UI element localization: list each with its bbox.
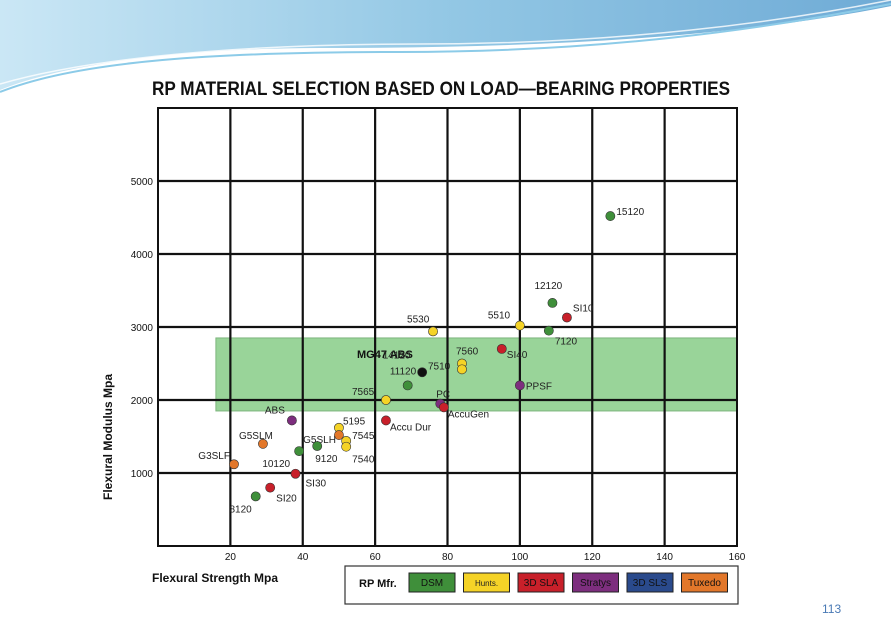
x-tick-label: 160 xyxy=(729,552,746,563)
data-label: 7560 xyxy=(456,347,479,358)
data-point-5510 xyxy=(514,320,525,331)
data-label: 7565 xyxy=(352,387,375,398)
y-tick-label: 3000 xyxy=(131,323,154,334)
x-tick-label: 80 xyxy=(442,552,454,563)
data-point-14120 xyxy=(402,380,413,391)
data-point-7540 xyxy=(341,441,352,452)
data-point-si40 xyxy=(496,343,507,354)
data-label: AccuGen xyxy=(448,409,489,420)
data-label: 15120 xyxy=(616,207,644,218)
data-label: PPSF xyxy=(526,381,552,392)
x-tick-label: 140 xyxy=(656,552,673,563)
legend-entry-label: 3D SLS xyxy=(633,578,668,589)
highlight-zone-label: MG47 ABS xyxy=(357,349,413,361)
data-point-10120 xyxy=(294,446,305,456)
data-point-7120 xyxy=(543,325,554,336)
legend-entry-label: DSM xyxy=(421,578,443,589)
data-point-accugen xyxy=(438,402,449,413)
data-label: 10120 xyxy=(262,459,290,470)
data-label: 11120 xyxy=(390,366,417,377)
data-point-g5slh xyxy=(334,430,344,440)
legend-entry-label: Hunts. xyxy=(475,579,498,588)
data-point-si20 xyxy=(265,482,276,493)
data-point-7565 xyxy=(381,395,391,405)
x-tick-label: 40 xyxy=(297,552,309,563)
data-point-g3slf xyxy=(229,459,239,470)
plot-area: 20 40 60 80 100 120 140 160 1000 2000 3000 4000 5000… xyxy=(101,107,746,585)
chart-background xyxy=(142,66,742,606)
data-label: 8120 xyxy=(229,504,252,515)
data-point-si10 xyxy=(562,312,572,323)
y-tick-label: 1000 xyxy=(131,469,154,480)
swoosh-line-1 xyxy=(0,3,891,93)
data-label: G3SLF xyxy=(198,451,230,462)
legend-title: RP Mfr. xyxy=(359,578,397,590)
data-label: 5510 xyxy=(488,311,511,322)
x-tick-label: 120 xyxy=(584,552,601,563)
legend-swatch-3 xyxy=(572,572,619,593)
swoosh-line-2 xyxy=(0,0,891,85)
legend-swatch-4 xyxy=(626,572,674,593)
data-label: ABS xyxy=(265,405,285,416)
data-label: G5SLM xyxy=(239,431,273,442)
x-tick-label: 60 xyxy=(370,552,382,563)
data-point-15120 xyxy=(605,211,616,221)
chart-title: RP MATERIAL SELECTION BASED ON LOAD—BEAR… xyxy=(152,79,730,100)
data-label: 12120 xyxy=(534,281,562,292)
data-label: 7545 xyxy=(352,431,375,442)
legend-entry-label: Stratys xyxy=(580,578,611,589)
slide-header-swoosh xyxy=(0,0,891,93)
legend-swatch-5 xyxy=(681,572,728,593)
data-point-9120 xyxy=(312,441,323,451)
x-tick-label: 20 xyxy=(225,552,237,563)
data-label: 7120 xyxy=(555,337,578,348)
legend-swatch-1 xyxy=(463,572,510,593)
data-label: 9120 xyxy=(315,454,338,465)
data-label: G5SLH xyxy=(303,435,336,446)
y-tick-label: 2000 xyxy=(131,396,154,407)
y-tick-label: 4000 xyxy=(131,250,154,261)
y-axis-label: Flexural Modulus Mpa xyxy=(101,374,115,500)
data-point-g5slm xyxy=(258,438,268,449)
data-label: 5195 xyxy=(343,417,366,428)
x-tick-label: 100 xyxy=(512,552,529,563)
plot-frame xyxy=(157,107,738,547)
data-point-accu-dur xyxy=(381,415,391,426)
swoosh-band xyxy=(0,0,891,90)
y-tick-label: 5000 xyxy=(131,177,154,188)
data-point-ppsf xyxy=(514,380,525,391)
data-point-abs xyxy=(286,415,297,426)
data-label: Accu Dur xyxy=(390,422,432,433)
legend-entry-label: Tuxedo xyxy=(688,578,721,589)
data-point-7510 xyxy=(457,364,467,375)
data-label: 7540 xyxy=(352,455,375,466)
data-label: PC xyxy=(436,390,450,401)
legend-swatch-0 xyxy=(408,572,456,593)
data-label: SI30 xyxy=(306,479,327,490)
data-label: 5530 xyxy=(407,314,430,325)
data-label: 7510 xyxy=(428,361,451,372)
legend-entry-label: 3D SLA xyxy=(524,578,559,589)
data-point-8120 xyxy=(250,491,261,502)
slide-number: 113 xyxy=(822,602,842,616)
data-point-5530 xyxy=(428,326,438,337)
data-point-12120 xyxy=(547,298,558,308)
legend: RP Mfr. DSM Hunts. 3D SLA Stratys 3D SLS Tuxed… xyxy=(344,565,739,605)
data-label: SI40 xyxy=(507,350,528,361)
data-label: SI10 xyxy=(573,304,594,315)
data-label: SI20 xyxy=(276,494,297,505)
x-axis-label: Flexural Strength Mpa xyxy=(152,571,278,585)
data-point-11120 xyxy=(417,367,428,378)
legend-swatch-2 xyxy=(517,572,565,593)
data-point-si30 xyxy=(290,468,301,479)
data-label: 14120 xyxy=(383,350,411,361)
